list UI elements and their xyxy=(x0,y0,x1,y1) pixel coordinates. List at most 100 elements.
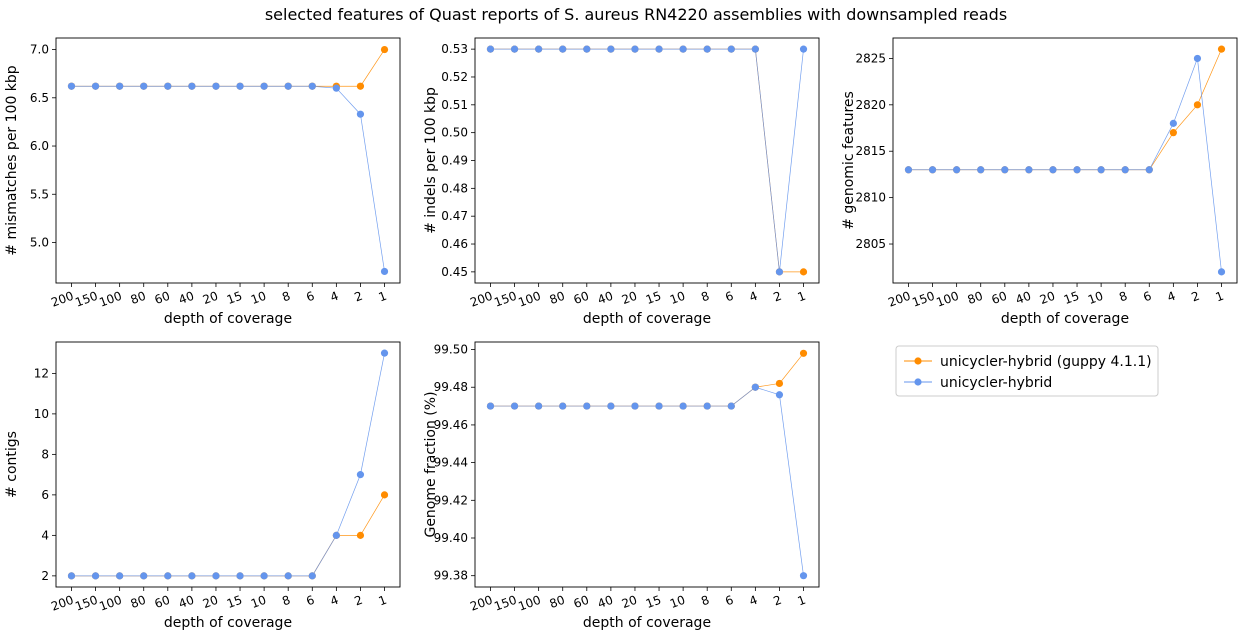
figure-title: selected features of Quast reports of S.… xyxy=(265,5,1007,24)
x-axis-label: depth of coverage xyxy=(583,311,711,327)
data-point-hybrid xyxy=(91,82,100,90)
data-point-hybrid xyxy=(655,402,663,410)
data-point-hybrid xyxy=(116,82,124,90)
x-tick-label: 10 xyxy=(249,289,268,307)
x-tick-label: 60 xyxy=(153,593,172,611)
x-tick-label: 1 xyxy=(1214,289,1226,305)
data-point-hybrid xyxy=(164,82,172,90)
y-tick-label: 6.5 xyxy=(30,91,49,105)
data-point-hybrid xyxy=(308,82,316,90)
x-tick-label: 80 xyxy=(548,593,567,611)
x-axis-label: depth of coverage xyxy=(164,615,292,631)
x-tick-label: 100 xyxy=(516,289,542,310)
y-tick-label: 8 xyxy=(41,447,49,461)
data-point-hybrid xyxy=(1121,166,1129,174)
data-point-hybrid xyxy=(332,531,340,539)
series-line-guppy xyxy=(490,48,804,273)
y-tick-label: 0.46 xyxy=(441,237,468,251)
data-point-hybrid xyxy=(67,572,76,580)
x-axis-label: depth of coverage xyxy=(583,615,711,631)
y-tick-label: 12 xyxy=(34,366,49,380)
data-point-guppy xyxy=(1193,101,1202,109)
x-tick-label: 15 xyxy=(644,593,663,611)
subplot-2: 0.450.460.470.480.490.500.510.520.532001… xyxy=(423,37,820,327)
x-tick-label: 15 xyxy=(644,289,663,307)
x-tick-label: 80 xyxy=(129,289,148,307)
data-point-hybrid xyxy=(775,391,784,399)
x-tick-label: 6 xyxy=(304,593,316,609)
x-tick-label: 10 xyxy=(249,593,268,611)
x-tick-label: 1 xyxy=(377,289,389,305)
x-tick-label: 2 xyxy=(771,593,783,609)
x-tick-label: 4 xyxy=(328,289,340,305)
legend-label: unicycler-hybrid (guppy 4.1.1) xyxy=(940,354,1152,370)
x-tick-label: 6 xyxy=(723,289,735,305)
data-point-hybrid xyxy=(679,45,687,53)
y-tick-label: 0.51 xyxy=(441,98,468,112)
x-tick-label: 1 xyxy=(796,593,808,609)
data-point-hybrid xyxy=(631,402,639,410)
y-tick-label: 0.53 xyxy=(441,42,468,56)
series-line-guppy xyxy=(490,353,804,407)
data-point-guppy xyxy=(775,379,784,388)
data-point-hybrid xyxy=(236,572,244,580)
y-tick-label: 0.48 xyxy=(441,181,468,195)
series-line-hybrid xyxy=(490,386,804,576)
data-point-hybrid xyxy=(380,349,389,357)
data-point-hybrid xyxy=(631,45,639,53)
x-tick-label: 40 xyxy=(177,593,196,611)
data-point-guppy xyxy=(380,45,389,54)
x-axis-label: depth of coverage xyxy=(1001,311,1129,327)
x-tick-label: 2 xyxy=(1189,289,1201,305)
data-point-hybrid xyxy=(116,572,124,580)
x-tick-label: 10 xyxy=(668,593,687,611)
y-tick-label: 99.42 xyxy=(434,493,468,507)
data-point-hybrid xyxy=(1217,268,1226,276)
data-point-hybrid xyxy=(356,110,365,118)
x-tick-label: 2 xyxy=(352,593,364,609)
series-line-hybrid xyxy=(71,353,385,577)
data-point-hybrid xyxy=(510,402,519,410)
x-tick-label: 8 xyxy=(280,289,292,305)
series-line-guppy xyxy=(908,49,1222,171)
data-point-hybrid xyxy=(260,572,268,580)
data-point-hybrid xyxy=(164,572,172,580)
data-point-hybrid xyxy=(188,82,196,90)
x-tick-label: 100 xyxy=(516,593,542,614)
axes-frame xyxy=(55,341,401,588)
y-tick-label: 7.0 xyxy=(30,43,49,57)
x-tick-label: 150 xyxy=(492,289,518,310)
y-tick-label: 99.50 xyxy=(434,343,468,357)
axes-frame xyxy=(892,37,1238,284)
data-point-guppy xyxy=(1169,129,1177,137)
x-tick-label: 80 xyxy=(548,289,567,307)
data-point-hybrid xyxy=(535,402,543,410)
series-line-hybrid xyxy=(71,85,385,272)
legend-marker xyxy=(914,378,922,386)
data-point-guppy xyxy=(356,531,365,539)
data-point-hybrid xyxy=(1193,54,1202,63)
x-tick-label: 150 xyxy=(910,289,936,310)
y-tick-label: 2805 xyxy=(855,237,886,251)
data-point-hybrid xyxy=(1049,166,1057,174)
y-tick-label: 6.0 xyxy=(30,139,49,153)
y-axis-label: # genomic features xyxy=(841,91,857,230)
x-tick-label: 100 xyxy=(97,289,123,310)
data-point-hybrid xyxy=(703,402,711,410)
legend-frame xyxy=(895,345,1159,397)
x-axis-label: depth of coverage xyxy=(164,311,292,327)
data-point-guppy xyxy=(799,349,808,357)
data-point-hybrid xyxy=(67,82,76,90)
y-tick-label: 0.50 xyxy=(441,126,468,140)
data-point-hybrid xyxy=(679,402,687,410)
y-axis-label: # mismatches per 100 kbp xyxy=(4,65,20,256)
x-tick-label: 15 xyxy=(1062,289,1081,307)
data-point-hybrid xyxy=(284,572,292,580)
x-tick-label: 4 xyxy=(747,289,759,305)
data-point-hybrid xyxy=(977,166,985,174)
x-tick-label: 60 xyxy=(572,593,591,611)
x-tick-label: 8 xyxy=(1117,289,1129,305)
subplot-5: 99.3899.4099.4299.4499.4699.4899.5020015… xyxy=(423,341,820,631)
